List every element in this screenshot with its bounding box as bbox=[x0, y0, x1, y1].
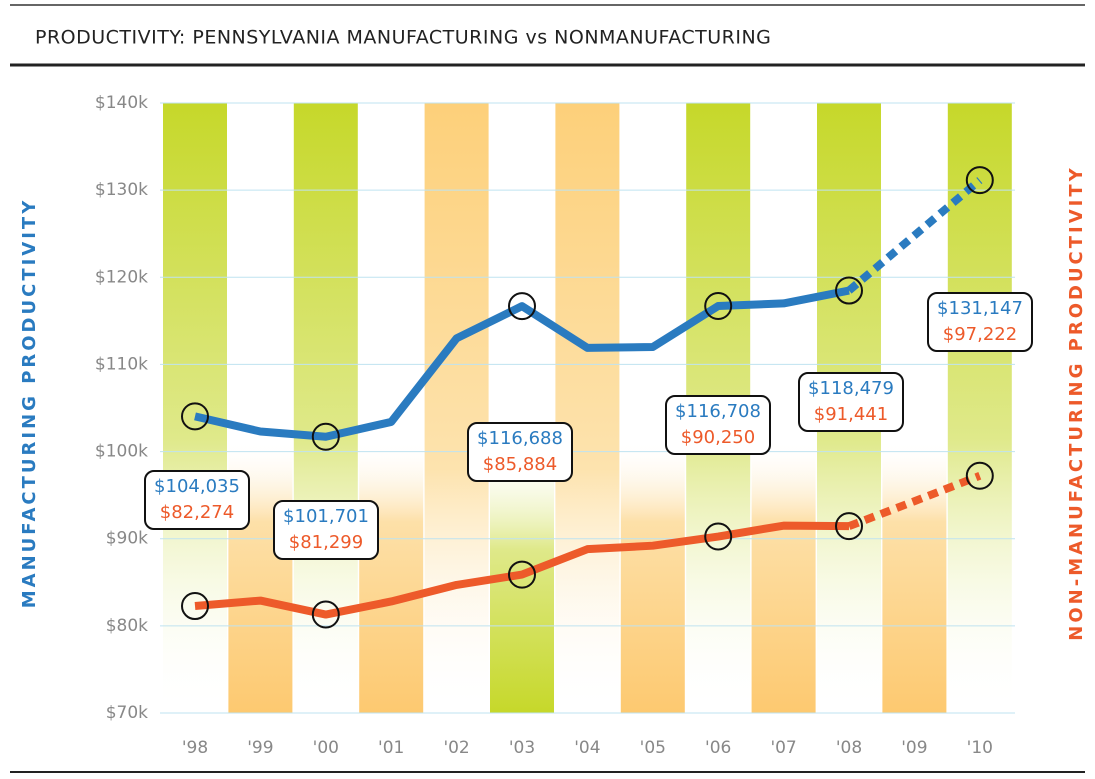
y-tick-label: $130k bbox=[95, 180, 148, 200]
label-box bbox=[467, 422, 573, 482]
label-box bbox=[665, 395, 771, 455]
point-marker bbox=[965, 166, 994, 195]
value-label: $116,688 bbox=[477, 428, 563, 449]
point-marker bbox=[704, 291, 733, 320]
x-tick-label: '04 bbox=[574, 738, 600, 758]
value-label: $104,035 bbox=[154, 476, 240, 497]
series-line bbox=[194, 521, 850, 619]
y-tick-label: $70k bbox=[106, 703, 148, 723]
point-marker bbox=[181, 402, 209, 431]
y-tick-label: $90k bbox=[106, 529, 148, 549]
point-marker bbox=[965, 461, 994, 490]
label-box bbox=[273, 500, 379, 560]
point-marker bbox=[835, 512, 863, 541]
x-tick-label: '00 bbox=[313, 738, 339, 758]
band bbox=[882, 440, 947, 713]
band bbox=[359, 440, 424, 713]
value-label: $101,701 bbox=[283, 506, 369, 527]
y-tick-label: $110k bbox=[95, 354, 148, 374]
label-box bbox=[927, 292, 1033, 352]
point-marker bbox=[508, 560, 536, 589]
point-marker bbox=[311, 600, 340, 629]
y-tick-label: $80k bbox=[106, 616, 148, 636]
x-tick-label: '10 bbox=[967, 738, 993, 758]
x-tick-label: '01 bbox=[378, 738, 404, 758]
value-label: $90,250 bbox=[681, 427, 755, 448]
y-axis-label: MANUFACTURING PRODUCTIVITY bbox=[19, 198, 40, 609]
label-box bbox=[798, 372, 904, 432]
x-tick-label: '98 bbox=[182, 738, 208, 758]
x-tick-label: '09 bbox=[901, 738, 927, 758]
band bbox=[947, 103, 1012, 713]
value-label: $81,299 bbox=[289, 532, 363, 553]
band bbox=[620, 440, 685, 713]
value-label: $118,479 bbox=[808, 378, 894, 399]
background-bands bbox=[163, 103, 1012, 713]
x-tick-label: '03 bbox=[509, 738, 535, 758]
band bbox=[163, 103, 227, 713]
x-tick-label: '06 bbox=[705, 738, 731, 758]
y2-axis-label: NON-MANUFACTURING PRODUCTIVITY bbox=[1066, 165, 1087, 640]
x-tick-label: '02 bbox=[443, 738, 469, 758]
point-marker bbox=[311, 422, 340, 451]
point-marker bbox=[181, 592, 209, 621]
x-tick-label: '08 bbox=[836, 738, 862, 758]
x-tick-label: '05 bbox=[640, 738, 666, 758]
x-tick-label: '99 bbox=[247, 738, 273, 758]
band bbox=[293, 103, 358, 713]
value-label: $82,274 bbox=[160, 502, 234, 523]
point-marker bbox=[835, 276, 863, 305]
x-tick-label: '07 bbox=[770, 738, 796, 758]
value-label: $91,441 bbox=[814, 404, 888, 425]
band bbox=[751, 440, 816, 713]
projected-line bbox=[846, 177, 983, 294]
value-label: $116,708 bbox=[675, 401, 761, 422]
y-tick-label: $120k bbox=[95, 267, 148, 287]
chart-title: PRODUCTIVITY: PENNSYLVANIA MANUFACTURING… bbox=[35, 27, 771, 49]
value-label: $131,147 bbox=[937, 298, 1023, 319]
value-label: $97,222 bbox=[943, 324, 1017, 345]
point-marker bbox=[704, 522, 733, 551]
y-tick-label: $100k bbox=[95, 442, 148, 462]
series-line bbox=[194, 286, 850, 441]
y-tick-label: $140k bbox=[95, 93, 148, 113]
value-label: $85,884 bbox=[483, 454, 557, 475]
label-box bbox=[144, 470, 250, 530]
projected-line bbox=[847, 472, 982, 530]
band bbox=[424, 103, 489, 713]
band bbox=[555, 103, 620, 713]
point-marker bbox=[508, 292, 536, 321]
